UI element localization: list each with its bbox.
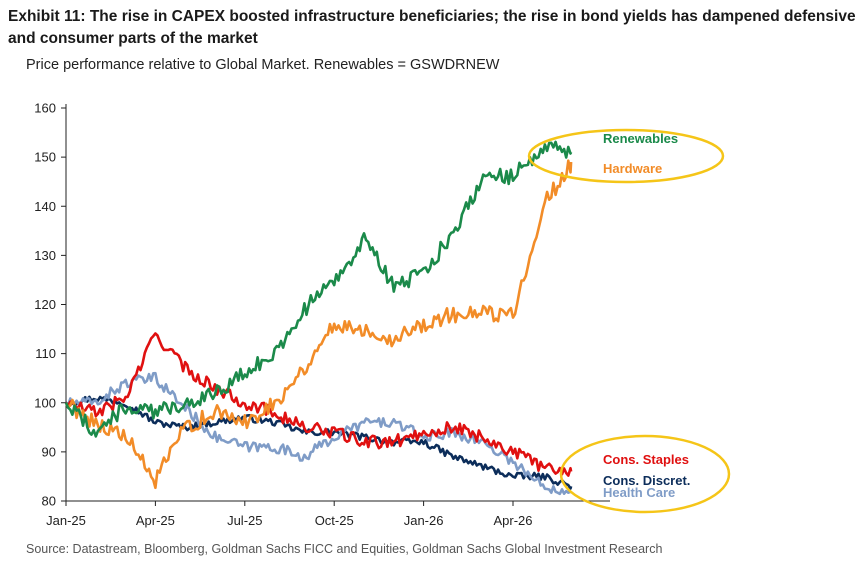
series-line-cons-staples — [64, 332, 573, 477]
x-tick-label: Oct-25 — [315, 513, 354, 528]
highlight-ellipse-bottom — [559, 434, 731, 514]
y-tick-label: 130 — [34, 248, 56, 263]
series-line-cons-discret — [65, 395, 573, 490]
y-tick-label: 110 — [35, 346, 56, 361]
series-line-health-care — [65, 371, 573, 496]
x-tick-label: Jan-25 — [46, 513, 86, 528]
y-tick-label: 80 — [42, 494, 56, 509]
y-tick-label: 100 — [34, 395, 56, 410]
series-lines — [64, 140, 573, 496]
chart-subtitle: Price performance relative to Global Mar… — [26, 57, 500, 73]
chart-title: Exhibit 11: The rise in CAPEX boosted in… — [8, 8, 856, 47]
x-tick-label: Apr-26 — [493, 513, 532, 528]
x-tick-label: Apr-25 — [136, 513, 175, 528]
y-tick-label: 150 — [34, 150, 56, 165]
axes: 80 90 100 110 120 130 140 150 160 Jan-25 Apr-25 Jul… — [34, 101, 610, 528]
y-tick-label: 160 — [34, 101, 56, 116]
x-tick-label: Jul-25 — [227, 513, 262, 528]
highlight-ellipses — [527, 128, 731, 514]
series-line-hardware — [64, 159, 573, 490]
x-tick-label: Jan-26 — [404, 513, 444, 528]
series-label-cons-staples: Cons. Staples — [603, 452, 689, 467]
series-label-health-care: Health Care — [603, 485, 675, 500]
series-label-hardware: Hardware — [603, 161, 662, 176]
series-labels: Renewables Hardware Cons. Staples Cons. Dis… — [603, 131, 690, 500]
source-note: Source: Datastream, Bloomberg, Goldman S… — [26, 542, 663, 556]
series-label-renewables: Renewables — [603, 131, 678, 146]
y-tick-label: 90 — [42, 444, 56, 459]
series-line-renewables — [64, 140, 573, 438]
highlight-ellipse-top — [527, 128, 725, 184]
series-label-cons-discret: Cons. Discret. — [603, 473, 690, 488]
y-tick-label: 140 — [34, 199, 56, 214]
y-tick-label: 120 — [34, 297, 56, 312]
